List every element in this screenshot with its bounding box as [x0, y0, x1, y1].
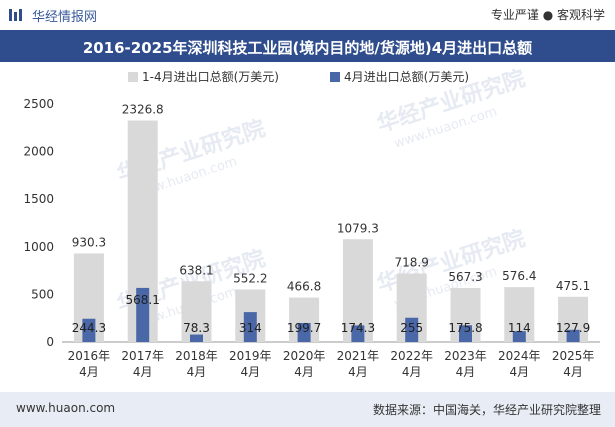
bar-april — [82, 318, 96, 342]
bar-april — [243, 312, 257, 342]
y-tick-label: 1500 — [23, 192, 54, 206]
data-label-total: 567.3 — [448, 270, 482, 284]
bar-april — [136, 287, 150, 342]
bar-april — [459, 325, 472, 342]
legend-swatch-2 — [330, 72, 340, 82]
bar-total — [181, 281, 212, 342]
brand-logo-icon — [9, 9, 22, 21]
y-tick-label: 1000 — [23, 240, 54, 254]
footer-source: 数据来源：中国海关，华经产业研究院整理 — [372, 403, 601, 417]
x-tick-label: 2024年 — [498, 349, 541, 363]
data-label-total: 475.1 — [556, 279, 590, 293]
data-label-april: 244.3 — [72, 321, 106, 335]
data-label-total: 718.9 — [395, 256, 429, 270]
data-label-april: 174.3 — [341, 321, 375, 335]
bar-april — [566, 329, 580, 342]
bar-april — [297, 322, 311, 342]
x-tick-label: 2018年 — [175, 349, 218, 363]
data-label-total: 552.2 — [233, 271, 267, 285]
y-tick-label: 2000 — [23, 145, 54, 159]
data-label-total: 576.4 — [502, 269, 536, 283]
x-tick-label: 4月 — [240, 365, 260, 379]
brand-name: 华经情报网 — [32, 10, 98, 25]
x-tick-label: 4月 — [133, 365, 153, 379]
bar-april — [512, 331, 526, 342]
x-tick-label: 4月 — [294, 365, 314, 379]
data-label-april: 175.8 — [448, 321, 482, 335]
data-label-total: 930.3 — [72, 235, 106, 249]
bar-april — [351, 325, 365, 342]
x-tick-label: 2020年 — [283, 349, 326, 363]
x-tick-label: 2019年 — [229, 349, 272, 363]
title-bar: 2016-2025年深圳科技工业园(境内目的地/货源地)4月进出口总额 — [0, 30, 615, 62]
tagline: 专业严谨 ● 客观科学 — [490, 8, 605, 22]
x-tick-label: 4月 — [563, 365, 583, 379]
y-tick-label: 500 — [31, 287, 54, 301]
top-bar: 华经情报网 专业严谨 ● 客观科学 — [0, 0, 615, 28]
data-label-april: 78.3 — [183, 321, 210, 335]
x-tick-label: 2022年 — [390, 349, 433, 363]
data-label-total: 638.1 — [179, 263, 213, 277]
x-tick-label: 4月 — [402, 365, 422, 379]
legend-swatch-1 — [128, 72, 138, 82]
footer: www.huaon.com 数据来源：中国海关，华经产业研究院整理 — [0, 392, 615, 427]
data-label-total: 1079.3 — [337, 221, 379, 235]
x-tick-label: 4月 — [79, 365, 99, 379]
x-tick-label: 2017年 — [121, 349, 164, 363]
x-tick-label: 4月 — [348, 365, 368, 379]
bar-april — [190, 334, 203, 342]
chart-title: 2016-2025年深圳科技工业园(境内目的地/货源地)4月进出口总额 — [82, 39, 533, 57]
x-tick-label: 4月 — [456, 365, 476, 379]
bar-april — [405, 317, 419, 342]
legend-label-1: 1-4月进出口总额(万美元) — [142, 70, 279, 84]
x-tick-label: 4月 — [509, 365, 529, 379]
y-tick-label: 0 — [46, 335, 54, 349]
data-label-april: 568.1 — [126, 293, 160, 307]
data-label-total: 2326.8 — [122, 102, 164, 116]
footer-website: www.huaon.com — [16, 401, 116, 415]
data-label-april: 255 — [400, 321, 423, 335]
bar-chart: 华经产业研究院www.huaon.com华经产业研究院www.huaon.com… — [23, 65, 600, 379]
x-tick-label: 2023年 — [444, 349, 487, 363]
x-tick-label: 2016年 — [68, 349, 111, 363]
data-label-april: 127.9 — [556, 321, 590, 335]
data-label-total: 466.8 — [287, 280, 321, 294]
data-label-april: 199.7 — [287, 321, 321, 335]
x-tick-label: 2025年 — [552, 349, 595, 363]
x-tick-label: 4月 — [187, 365, 207, 379]
data-label-april: 114 — [508, 321, 531, 335]
y-tick-label: 2500 — [23, 97, 54, 111]
x-tick-label: 2021年 — [337, 349, 380, 363]
data-label-april: 314 — [239, 321, 262, 335]
legend-label-2: 4月进出口总额(万美元) — [344, 70, 469, 84]
bar-total — [342, 239, 373, 342]
